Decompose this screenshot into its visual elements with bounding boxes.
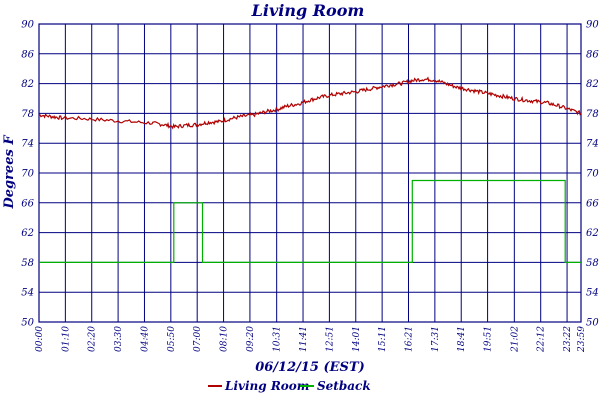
- legend-label: Living Room: [224, 379, 310, 393]
- x-tick-label: 00:00: [35, 326, 45, 352]
- x-tick-label: 23:59: [577, 326, 587, 353]
- y-tick-label-left: 90: [21, 20, 34, 31]
- y-tick-label-left: 58: [21, 258, 34, 269]
- x-tick-label: 21:02: [510, 326, 520, 353]
- x-tick-label: 22:12: [537, 326, 547, 353]
- grid-layer: [38, 23, 582, 323]
- x-tick-label: 19:51: [484, 326, 494, 352]
- y-tick-label-right: 58: [586, 258, 599, 269]
- chart-title: Living Room: [251, 1, 365, 20]
- y-axis-right: 50 54 58 62 66 70 74 78 82 86 90: [586, 20, 599, 329]
- y-tick-label-left: 70: [21, 169, 34, 180]
- y-tick-label-right: 66: [586, 198, 599, 209]
- x-tick-label: 16:21: [404, 326, 414, 352]
- y-axis-left: 50 54 58 62 66 70 74 78 82 86 90: [21, 20, 34, 329]
- x-tick-label: 05:50: [167, 326, 177, 352]
- x-tick-label: 03:30: [114, 326, 124, 352]
- y-tick-label-left: 54: [21, 288, 34, 299]
- y-tick-label-left: 82: [21, 79, 34, 90]
- x-tick-label: 17:31: [431, 326, 441, 352]
- legend-label: Setback: [317, 379, 371, 393]
- y-tick-label-right: 78: [586, 109, 599, 120]
- y-tick-label-right: 70: [586, 169, 599, 180]
- x-tick-label: 01:10: [61, 326, 71, 352]
- y-tick-label-right: 54: [586, 288, 599, 299]
- y-tick-label-left: 86: [21, 49, 34, 60]
- x-tick-label: 15:11: [378, 326, 388, 352]
- x-axis: 00:00 01:10 02:20 03:30 04:40 05:50 07:00 08:10…: [35, 326, 587, 353]
- x-tick-label: 23:22: [563, 326, 573, 353]
- y-tick-label-right: 50: [586, 318, 599, 329]
- x-tick-label: 18:41: [457, 326, 467, 352]
- x-tick-label: 12:51: [325, 326, 335, 352]
- y-tick-label-right: 90: [586, 20, 599, 31]
- x-tick-label: 07:00: [193, 326, 203, 352]
- y-tick-label-left: 66: [21, 198, 34, 209]
- y-tick-label-right: 74: [586, 139, 599, 150]
- y-tick-label-right: 62: [586, 228, 599, 239]
- y-tick-label-right: 82: [586, 79, 599, 90]
- y-axis-label: Degrees F: [2, 135, 17, 210]
- series-line-living-room: [38, 76, 582, 130]
- x-tick-label: 02:20: [88, 326, 98, 352]
- x-axis-label: 06/12/15 (EST): [255, 360, 365, 375]
- x-tick-label: 04:40: [140, 326, 150, 352]
- x-tick-label: 09:20: [246, 326, 256, 352]
- y-tick-label-left: 62: [21, 228, 34, 239]
- series-line-setback: [39, 179, 581, 263]
- x-tick-label: 11:41: [299, 326, 309, 352]
- y-tick-label-left: 74: [21, 139, 34, 150]
- x-tick-label: 10:31: [273, 326, 283, 352]
- y-tick-label-right: 86: [586, 49, 599, 60]
- legend: Living Room Setback: [208, 379, 371, 393]
- series-layer: [38, 76, 582, 263]
- x-tick-label: 08:10: [220, 326, 230, 352]
- x-tick-label: 14:01: [352, 326, 362, 352]
- y-tick-label-left: 50: [21, 318, 34, 329]
- y-tick-label-left: 78: [21, 109, 34, 120]
